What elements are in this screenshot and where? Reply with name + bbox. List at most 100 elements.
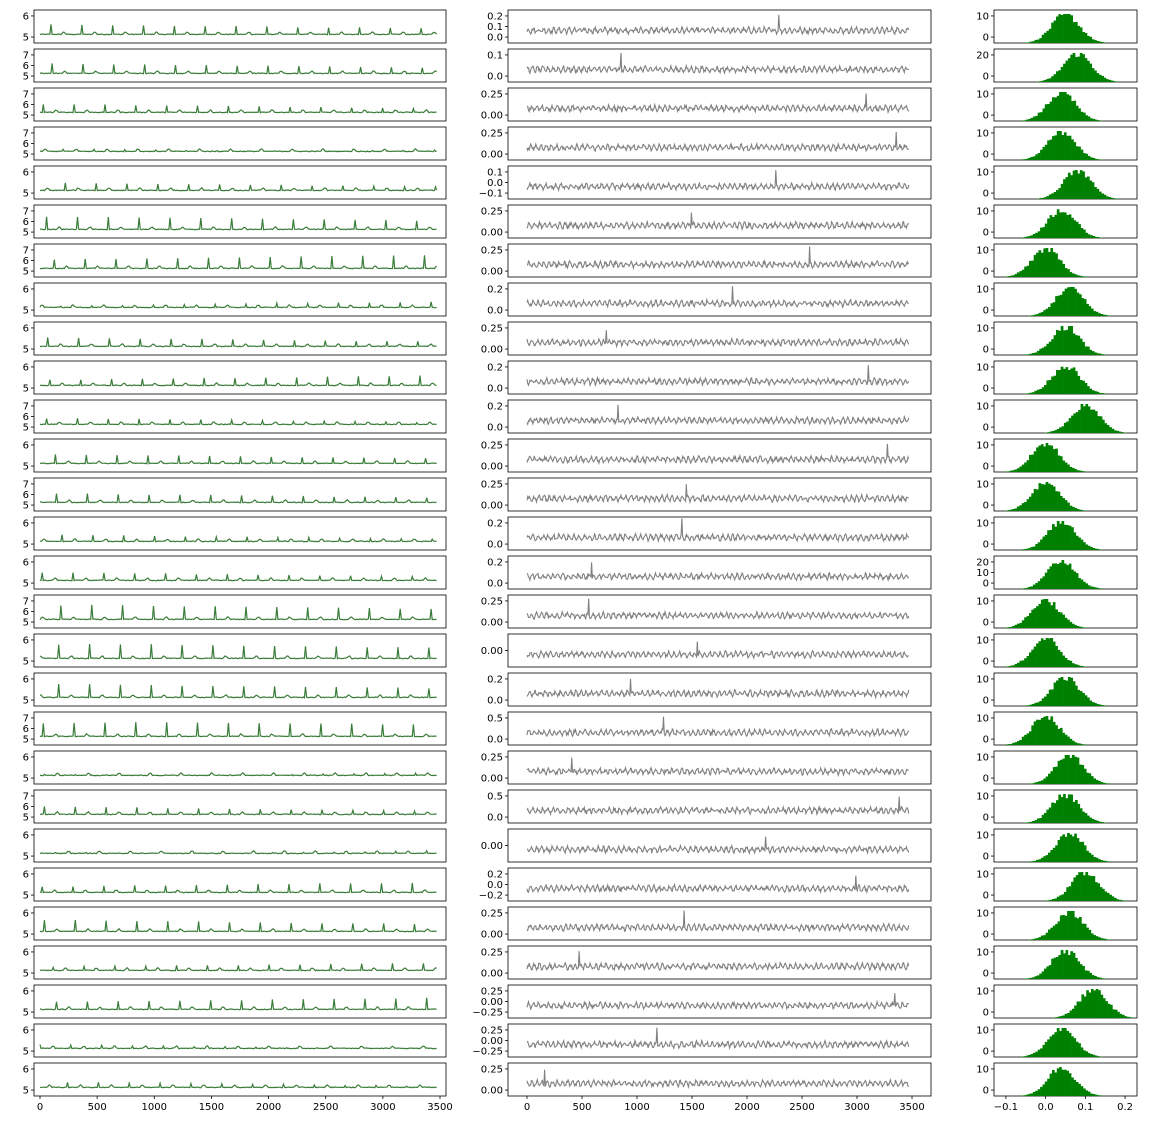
histogram-bar xyxy=(1090,157,1093,160)
residual-line xyxy=(526,641,910,660)
histogram-bar xyxy=(1029,783,1032,784)
residual-line xyxy=(526,562,910,583)
axes-frame xyxy=(33,165,447,200)
histogram-bar xyxy=(1055,296,1058,316)
histogram-bar xyxy=(1044,1081,1048,1096)
y-tick-label: 6 xyxy=(23,362,29,373)
histogram-bar xyxy=(1012,509,1015,511)
y-tick-label: 10 xyxy=(976,518,989,529)
y-tick-label: 6 xyxy=(23,139,29,150)
y-tick-label: 6 xyxy=(23,752,29,763)
histogram-bar xyxy=(1052,641,1056,667)
histogram-bar xyxy=(1095,779,1099,784)
histogram-bar xyxy=(1025,1055,1029,1057)
histogram-bar xyxy=(1071,881,1074,901)
histogram-bar xyxy=(1082,966,1085,979)
histogram-bar xyxy=(1059,212,1062,238)
y-tick-label: 0 xyxy=(983,540,989,551)
histogram-bar xyxy=(1116,899,1119,901)
histogram-bar xyxy=(1077,335,1081,355)
histogram-bar xyxy=(1091,39,1095,43)
y-tick-label: 7 xyxy=(23,596,29,607)
axes-frame xyxy=(33,516,447,551)
histogram-bar xyxy=(1075,105,1079,121)
histogram-bar xyxy=(1040,312,1044,316)
residual-line xyxy=(526,518,910,543)
histogram-bar xyxy=(1064,288,1068,316)
histogram-bar xyxy=(1046,380,1050,394)
histogram-bar xyxy=(1074,507,1077,511)
y-tick-label: 0 xyxy=(983,852,989,863)
histogram-bar xyxy=(1059,131,1062,160)
histogram-bar xyxy=(1065,177,1069,199)
residual-histogram-column-subplot: 10 0 xyxy=(976,711,1138,746)
histogram-bar xyxy=(1068,563,1072,589)
histogram-bar xyxy=(1044,144,1048,160)
histogram-bar xyxy=(1032,233,1036,238)
histogram-bar xyxy=(1062,834,1065,862)
histogram-bar xyxy=(1124,1016,1127,1018)
y-tick-label: 6 xyxy=(23,1025,29,1036)
y-tick-label: 6 xyxy=(23,908,29,919)
histogram-bar xyxy=(1065,329,1069,355)
ecg-signal-column-subplot: 765 xyxy=(23,243,447,278)
histogram-bar xyxy=(1055,646,1058,667)
histogram-bar xyxy=(1038,445,1042,472)
histogram-bar xyxy=(1042,1044,1046,1057)
y-tick-label: 6 xyxy=(23,1064,29,1075)
axes-frame xyxy=(33,672,447,707)
histogram-bar xyxy=(1065,367,1069,394)
residual-column-subplot: 0.2 0.0 xyxy=(487,360,932,395)
histogram-bar xyxy=(1021,269,1025,277)
histogram-bar xyxy=(1092,876,1096,901)
histogram-bar xyxy=(1093,311,1096,316)
histogram-bar xyxy=(1087,116,1091,121)
histogram-bar xyxy=(1070,326,1073,355)
y-tick-label: 0.2 xyxy=(487,11,503,22)
histogram-bar xyxy=(1102,860,1106,862)
ecg-signal-column-subplot: 765 xyxy=(23,594,447,629)
histogram-bar xyxy=(1050,771,1054,784)
y-tick-label: 0.25 xyxy=(481,1064,503,1075)
histogram-bar xyxy=(1033,860,1037,862)
histogram-bar xyxy=(1062,460,1065,472)
histogram-bar xyxy=(1043,248,1046,277)
histogram-bar xyxy=(1055,766,1058,784)
y-tick-label: 10 xyxy=(976,323,989,334)
histogram-bar xyxy=(1067,172,1071,199)
histogram-bar xyxy=(1021,503,1025,511)
y-tick-label: 6 xyxy=(23,986,29,997)
histogram-bar xyxy=(1044,432,1048,433)
histogram-bar xyxy=(1081,994,1085,1018)
histogram-bar xyxy=(1024,266,1027,277)
histogram-bar xyxy=(1098,859,1101,862)
histogram-bar xyxy=(1036,81,1040,82)
histogram-bar xyxy=(1081,471,1085,472)
histogram-bar xyxy=(1071,415,1074,433)
y-tick-label: 0 xyxy=(983,33,989,44)
histogram-bar xyxy=(1090,118,1093,121)
histogram-bar xyxy=(1040,444,1044,472)
histogram-bar xyxy=(1099,416,1103,433)
y-tick-label: 10 xyxy=(976,635,989,646)
residual-histogram-column-subplot: 10 0 −0.1 0.0 0.1 0.2 xyxy=(976,1062,1138,1113)
y-tick-label: 0 xyxy=(983,1086,989,1097)
histogram-bar xyxy=(1045,482,1049,511)
histogram-bar xyxy=(1098,990,1101,1018)
histogram-bar xyxy=(1049,101,1053,121)
histogram-bar xyxy=(1023,120,1027,121)
y-tick-label: 0.0 xyxy=(487,33,503,44)
histogram-bar xyxy=(1067,464,1070,472)
histogram-bar xyxy=(1035,1051,1038,1057)
histogram-bar xyxy=(1094,411,1098,433)
y-tick-label: 5 xyxy=(23,657,29,668)
histogram-bar xyxy=(1058,14,1061,43)
y-tick-label: 0.00 xyxy=(481,646,503,657)
histogram-bar xyxy=(1075,371,1078,394)
histogram-bar xyxy=(1083,875,1086,901)
histogram-bar xyxy=(1049,566,1053,589)
residual-line xyxy=(526,365,910,388)
y-tick-label: 0.2 xyxy=(487,362,503,373)
histogram-bar xyxy=(1038,312,1042,316)
histogram-bar xyxy=(1007,666,1011,667)
